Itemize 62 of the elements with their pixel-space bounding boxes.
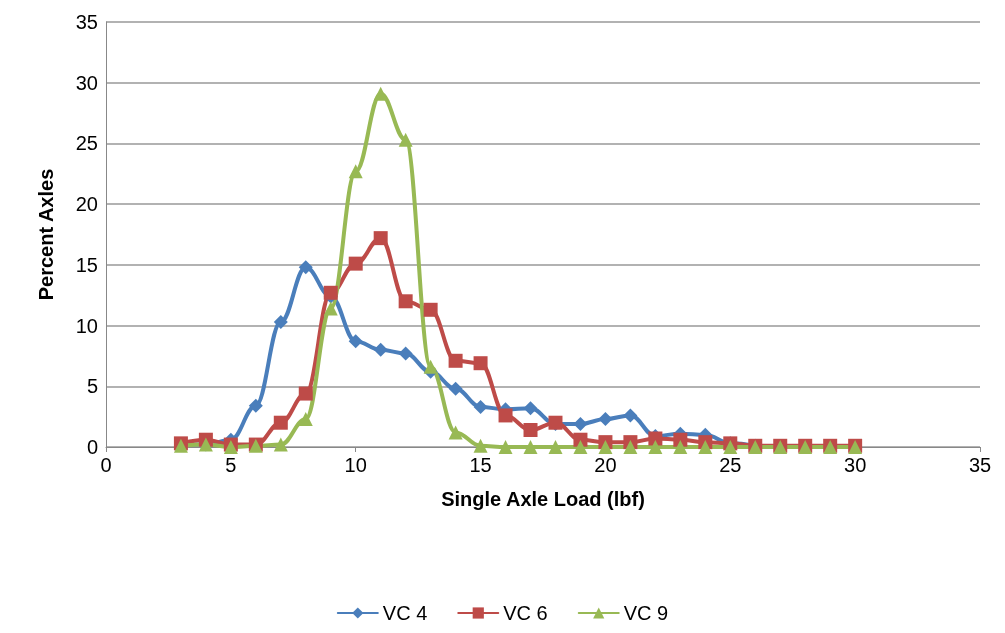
x-tick-label: 35	[968, 454, 992, 476]
y-tick-label: 20	[75, 193, 98, 216]
x-tick-label: 30	[844, 454, 867, 476]
y-tick-label: 15	[75, 253, 98, 276]
point	[623, 408, 638, 423]
x-axis-title: Single Axle Load (lbf)	[441, 488, 645, 510]
point	[523, 401, 538, 416]
y-tick-label: 5	[86, 375, 98, 398]
point	[523, 440, 538, 454]
y-tick-label: 25	[75, 132, 98, 155]
point	[448, 381, 463, 396]
point	[573, 440, 588, 454]
x-tick-label: 25	[719, 454, 742, 476]
y-tick-label: 0	[86, 436, 98, 458]
point	[573, 416, 588, 431]
point	[423, 302, 438, 317]
point	[448, 353, 463, 368]
point	[323, 285, 338, 300]
point	[273, 314, 288, 329]
y-tick-label: 10	[75, 314, 98, 337]
legend-label: VC 6	[503, 602, 548, 624]
point	[523, 423, 538, 437]
point	[723, 440, 738, 454]
point	[348, 164, 363, 179]
point	[298, 260, 313, 275]
legend-label: VC 4	[382, 602, 428, 624]
x-tick-label: 15	[469, 454, 492, 476]
y-tick-label: 30	[75, 71, 98, 94]
point	[673, 440, 688, 454]
point	[398, 132, 413, 147]
point	[348, 334, 363, 349]
point	[598, 412, 613, 427]
x-tick-label: 5	[225, 454, 237, 476]
point	[473, 356, 488, 371]
point	[598, 440, 613, 454]
y-tick-label: 35	[75, 11, 98, 33]
point	[273, 437, 288, 452]
y-axis-title: Percent Axles	[35, 168, 57, 301]
x-tick-label: 10	[344, 454, 367, 476]
x-tick-label: 20	[594, 454, 617, 476]
point	[398, 294, 413, 309]
point	[348, 256, 363, 271]
point	[248, 398, 263, 413]
point	[373, 231, 388, 246]
point	[298, 386, 313, 401]
point	[648, 440, 663, 454]
point	[323, 301, 338, 316]
point	[423, 359, 438, 374]
point	[448, 425, 463, 440]
point	[498, 408, 513, 423]
x-tick-label: 0	[100, 454, 112, 476]
point	[623, 440, 638, 454]
point	[498, 440, 513, 454]
point	[698, 440, 713, 454]
point	[473, 438, 488, 453]
point	[273, 415, 288, 430]
legend-label: VC 9	[623, 602, 669, 624]
point	[298, 412, 313, 427]
point	[548, 440, 563, 454]
point	[398, 346, 413, 361]
point	[373, 342, 388, 357]
point	[473, 399, 488, 414]
